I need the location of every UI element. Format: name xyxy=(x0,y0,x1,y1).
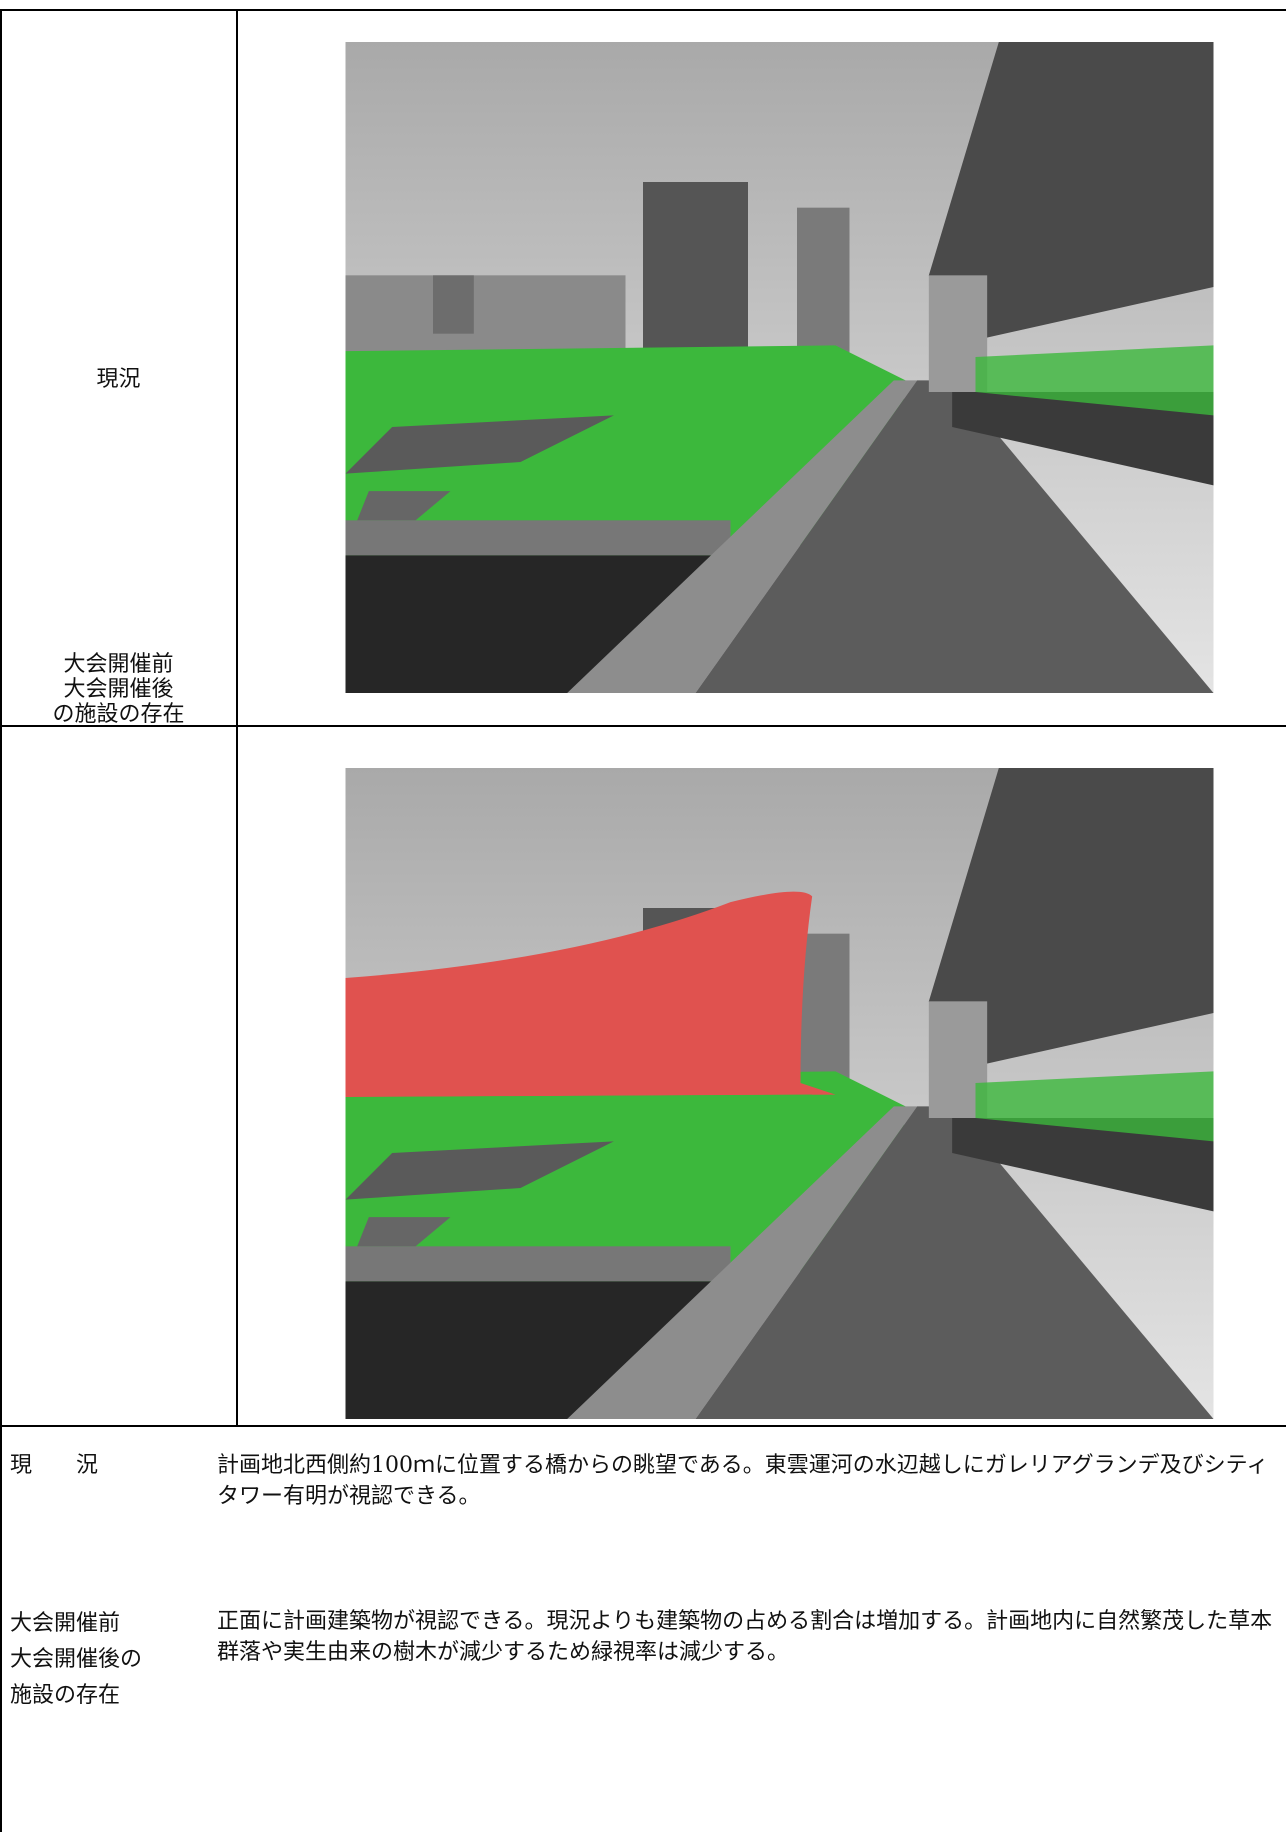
label-line: 施設の存在 xyxy=(10,1683,121,1708)
label-line: 現況 xyxy=(96,367,141,392)
description-text: 正面に計画建築物が視認できる。現況よりも建築物の占める割合は増加する。計画地内に… xyxy=(217,1609,1273,1665)
description-text: 計画地北西側約100ｍに位置する橋からの眺望である。東雲運河の水辺越しにガレリア… xyxy=(217,1453,1269,1509)
label-line: 大会開催前 xyxy=(63,652,174,677)
border-left xyxy=(0,9,2,1832)
label-line: 大会開催後 xyxy=(63,677,174,702)
row-divider xyxy=(0,725,1286,727)
label-line: 現 況 xyxy=(10,1453,99,1478)
description-label: 現 況 xyxy=(10,1448,98,1484)
photo-planned xyxy=(345,768,1214,1419)
label-line: 大会開催後の xyxy=(10,1647,143,1672)
border-top xyxy=(0,9,1286,11)
photo-current xyxy=(345,42,1214,693)
row-label: 現況 xyxy=(0,367,237,392)
label-line: の施設の存在 xyxy=(52,702,185,727)
row-label: 大会開催前 大会開催後 の施設の存在 xyxy=(0,652,237,727)
description-label: 大会開催前 大会開催後の 施設の存在 xyxy=(10,1606,142,1714)
column-divider xyxy=(236,9,238,1426)
row-divider xyxy=(0,1425,1286,1427)
label-line: 大会開催前 xyxy=(10,1611,121,1636)
